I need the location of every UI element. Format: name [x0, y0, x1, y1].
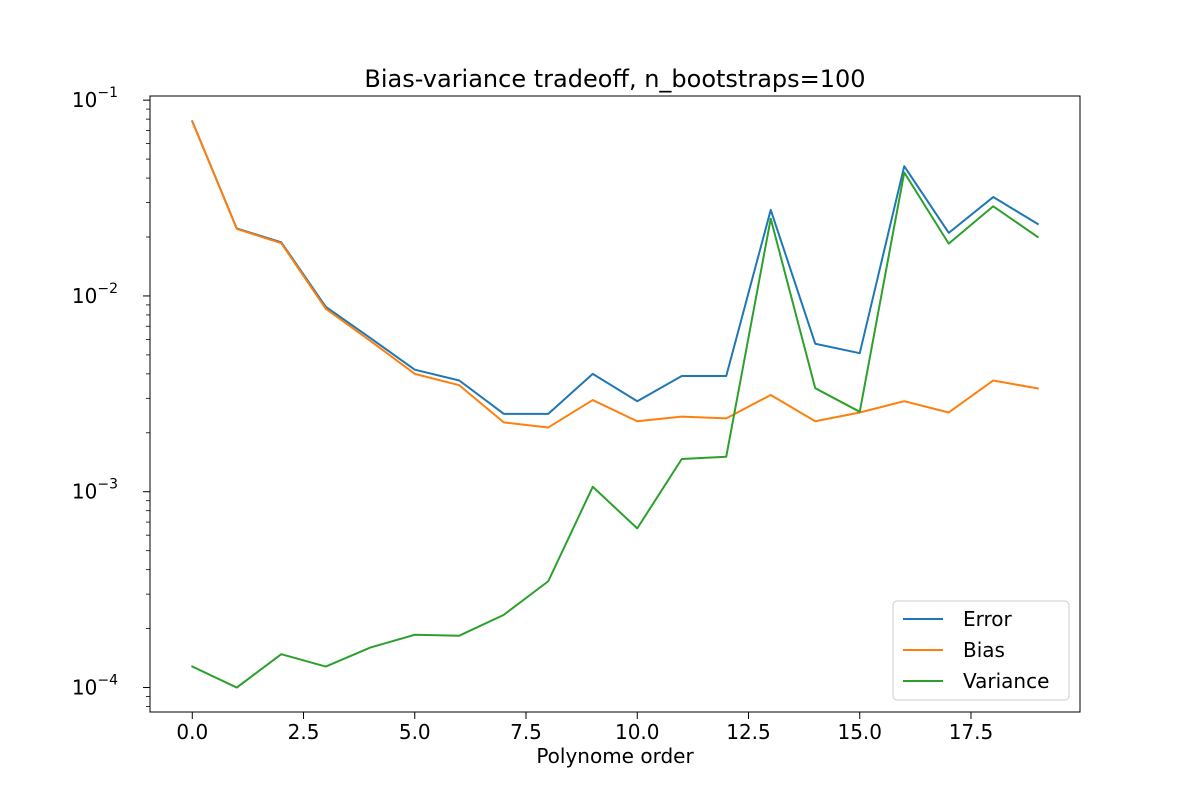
x-tick-label: 12.5: [726, 720, 771, 744]
series-line-error: [190, 119, 1040, 415]
y-tick-exponent: −2: [97, 281, 118, 297]
legend: Error Bias Variance: [892, 600, 1070, 701]
plot-area: [149, 95, 1081, 713]
y-tick-label: 10−2: [72, 281, 118, 308]
plot-frame: [149, 95, 1081, 713]
x-tick-label: 2.5: [288, 720, 320, 744]
chart-title: Bias-variance tradeoff, n_bootstraps=100: [364, 65, 865, 93]
x-tick-label: 7.5: [510, 720, 542, 744]
y-tick-label: 10−3: [72, 477, 118, 504]
y-tick-exponent: −4: [97, 673, 118, 689]
x-tick-label: 0.0: [176, 720, 208, 744]
legend-label-bias: Bias: [963, 638, 1005, 662]
legend-label-variance: Variance: [963, 669, 1049, 693]
x-tick-label: 15.0: [837, 720, 882, 744]
y-tick-label: 10−4: [72, 673, 118, 700]
legend-box: [892, 600, 1070, 701]
y-axis: 10−4 10−3 10−2 10−1: [72, 85, 150, 707]
legend-label-error: Error: [963, 607, 1013, 631]
series-layer: [190, 119, 1040, 689]
x-tick-label: 5.0: [399, 720, 431, 744]
x-axis: 0.0 2.5 5.0 7.5 10.0 12.5 15.0 17.5: [176, 712, 993, 744]
x-axis-label: Polynome order: [536, 744, 694, 768]
y-tick-exponent: −3: [97, 477, 118, 493]
series-line-bias: [190, 119, 1039, 429]
y-tick-label: 10−1: [72, 85, 118, 112]
y-tick-exponent: −1: [97, 85, 118, 101]
x-tick-label: 17.5: [949, 720, 994, 744]
series-line-variance: [190, 171, 1040, 689]
x-tick-label: 10.0: [615, 720, 660, 744]
